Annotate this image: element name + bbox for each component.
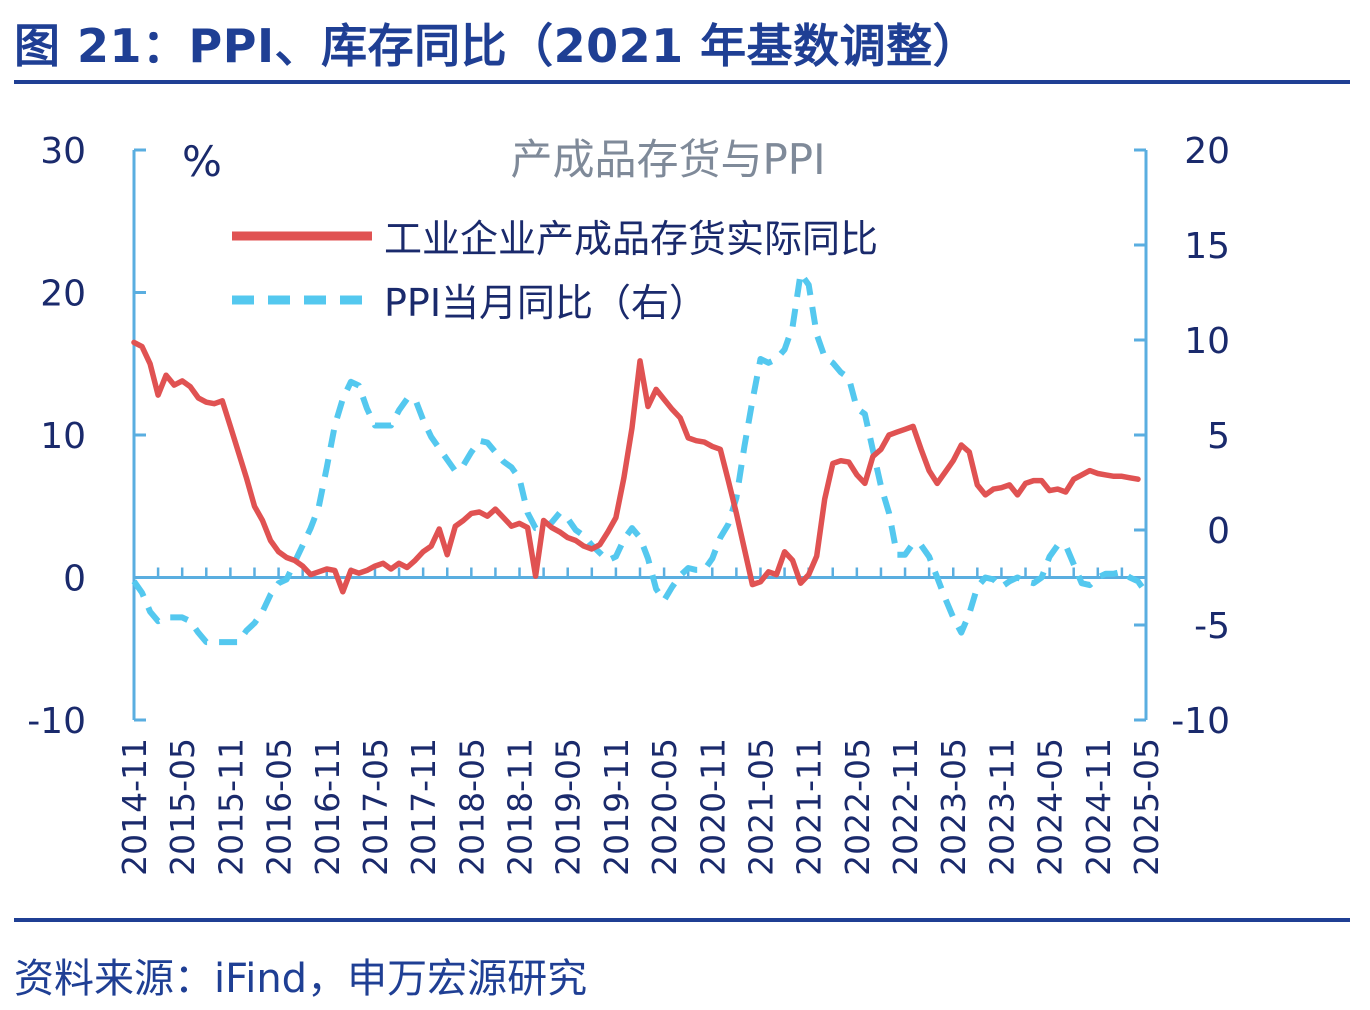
x-tick-label: 2023-05 [934,738,973,876]
right-tick-label: 0 [1207,511,1230,552]
bottom-rule [14,918,1350,922]
left-tick-label: 20 [40,274,86,315]
x-tick-label: 2016-05 [260,738,299,876]
x-tick-label: 2016-11 [308,738,347,876]
x-tick-label: 2018-05 [452,738,491,876]
right-tick-label: 15 [1184,226,1230,267]
x-tick-label: 2015-11 [211,738,250,876]
series-line-ppi [131,270,1149,646]
x-tick-label: 2019-11 [597,738,636,876]
legend: 工业企业产成品存货实际同比 PPI当月同比（右） [232,217,878,325]
x-tick-label: 2019-05 [549,738,588,876]
legend-label-inventory: 工业企业产成品存货实际同比 [384,217,878,261]
left-tick-label: 30 [40,131,86,172]
source-note: 资料来源：iFind，申万宏源研究 [14,956,588,1002]
x-tick-label: 2022-11 [886,738,925,876]
series-line-inventory [131,339,1141,595]
x-tick-label: 2024-11 [1079,738,1118,876]
x-tick-label: 2021-05 [741,738,780,876]
x-tick-label: 2021-11 [790,738,829,876]
x-tick-label: 2015-05 [163,738,202,876]
x-tick-label: 2024-05 [1031,738,1070,876]
series-group [131,270,1149,646]
x-tick-label: 2018-11 [501,738,540,876]
top-rule [14,80,1350,84]
right-tick-label: 10 [1184,321,1230,362]
left-tick-label: -10 [27,701,86,742]
x-tick-label: 2020-11 [693,738,732,876]
figure-title: 图 21：PPI、库存同比（2021 年基数调整） [14,19,980,73]
x-tick-label: 2022-05 [838,738,877,876]
x-tick-label: 2020-05 [645,738,684,876]
left-tick-label: 0 [63,559,86,600]
right-tick-label: 20 [1184,131,1230,172]
x-tick-label: 2014-11 [115,738,154,876]
right-tick-label: -10 [1171,701,1230,742]
legend-label-ppi: PPI当月同比（右） [384,281,707,325]
left-tick-label: 10 [40,416,86,457]
left-axis-unit: % [182,137,222,186]
chart-subtitle: 产成品存货与PPI [510,135,825,184]
x-tick-label: 2017-11 [404,738,443,876]
right-tick-label: -5 [1194,606,1230,647]
x-tick-label: 2025-05 [1127,738,1166,876]
right-tick-label: 5 [1207,416,1230,457]
x-tick-label: 2023-11 [982,738,1021,876]
x-tick-label: 2017-05 [356,738,395,876]
